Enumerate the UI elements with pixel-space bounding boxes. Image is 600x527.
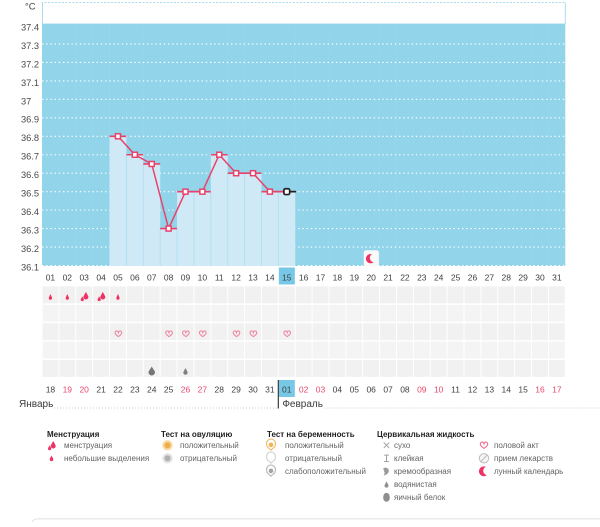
svg-text:26: 26 (468, 273, 478, 283)
svg-text:36.1: 36.1 (21, 262, 39, 272)
svg-text:12: 12 (231, 273, 241, 283)
svg-text:28: 28 (501, 273, 511, 283)
svg-text:03: 03 (79, 273, 89, 283)
svg-text:08: 08 (400, 385, 410, 395)
svg-text:37.2: 37.2 (21, 59, 39, 69)
svg-text:01: 01 (46, 273, 56, 283)
svg-text:36.3: 36.3 (21, 225, 39, 235)
svg-text:16: 16 (299, 273, 309, 283)
svg-text:36.8: 36.8 (21, 133, 39, 143)
svg-text:Менструация: Менструация (47, 430, 100, 439)
svg-text:Февраль: Февраль (282, 399, 323, 410)
svg-text:04: 04 (96, 273, 106, 283)
svg-text:27: 27 (485, 273, 495, 283)
svg-text:06: 06 (366, 385, 376, 395)
svg-text:18: 18 (46, 385, 56, 395)
svg-text:36.6: 36.6 (21, 170, 39, 180)
svg-text:24: 24 (434, 273, 444, 283)
svg-text:07: 07 (383, 385, 393, 395)
svg-text:20: 20 (79, 385, 89, 395)
svg-text:02: 02 (63, 273, 73, 283)
svg-text:37: 37 (21, 96, 31, 106)
svg-text:29: 29 (231, 385, 241, 395)
svg-text:20: 20 (366, 273, 376, 283)
svg-text:10: 10 (198, 273, 208, 283)
svg-text:19: 19 (350, 273, 360, 283)
svg-text:небольшие выделения: небольшие выделения (64, 454, 149, 463)
svg-text:12: 12 (468, 385, 478, 395)
svg-text:15: 15 (282, 273, 292, 283)
svg-text:яичный белок: яичный белок (394, 493, 446, 502)
svg-text:положительный: положительный (285, 441, 344, 450)
svg-text:21: 21 (96, 385, 106, 395)
svg-text:36.4: 36.4 (21, 207, 39, 217)
svg-text:29: 29 (518, 273, 528, 283)
svg-text:Тест на овуляцию: Тест на овуляцию (161, 430, 232, 439)
svg-text:31: 31 (265, 385, 275, 395)
svg-text:положительный: положительный (180, 441, 239, 450)
svg-text:прием лекарств: прием лекарств (494, 454, 553, 463)
svg-text:06: 06 (130, 273, 140, 283)
svg-text:07: 07 (147, 273, 157, 283)
svg-text:24: 24 (147, 385, 157, 395)
svg-text:09: 09 (181, 273, 191, 283)
svg-text:водянистая: водянистая (394, 480, 437, 489)
svg-text:11: 11 (451, 385, 460, 395)
svg-text:13: 13 (248, 273, 258, 283)
svg-text:04: 04 (333, 385, 343, 395)
svg-text:01: 01 (282, 385, 292, 395)
svg-text:36.9: 36.9 (21, 115, 39, 125)
svg-text:36.2: 36.2 (21, 244, 39, 254)
svg-text:18: 18 (333, 273, 343, 283)
svg-text:37.4: 37.4 (21, 22, 39, 32)
svg-text:Тест на беременность: Тест на беременность (267, 430, 355, 439)
svg-text:37.1: 37.1 (21, 78, 39, 88)
svg-text:36.5: 36.5 (21, 189, 39, 199)
svg-text:30: 30 (248, 385, 258, 395)
svg-text:05: 05 (113, 273, 123, 283)
svg-text:37.3: 37.3 (21, 41, 39, 51)
svg-text:13: 13 (485, 385, 495, 395)
svg-text:17: 17 (552, 385, 562, 395)
svg-text:08: 08 (164, 273, 174, 283)
svg-text:27: 27 (198, 385, 208, 395)
svg-text:05: 05 (350, 385, 360, 395)
svg-text:22: 22 (113, 385, 123, 395)
svg-text:Цервикальная жидкость: Цервикальная жидкость (377, 430, 474, 439)
svg-text:23: 23 (417, 273, 427, 283)
svg-text:лунный календарь: лунный календарь (494, 467, 563, 476)
svg-text:отрицательный: отрицательный (285, 454, 342, 463)
svg-text:30: 30 (535, 273, 545, 283)
svg-text:сухо: сухо (394, 441, 411, 450)
svg-text:28: 28 (215, 385, 225, 395)
svg-text:11: 11 (215, 273, 224, 283)
svg-text:19: 19 (63, 385, 73, 395)
svg-text:25: 25 (164, 385, 174, 395)
svg-text:14: 14 (265, 273, 275, 283)
svg-text:03: 03 (316, 385, 326, 395)
svg-text:половой акт: половой акт (494, 441, 539, 450)
svg-text:02: 02 (299, 385, 309, 395)
svg-text:31: 31 (552, 273, 562, 283)
svg-text:10: 10 (434, 385, 444, 395)
svg-text:клейкая: клейкая (394, 454, 424, 463)
svg-text:16: 16 (535, 385, 545, 395)
svg-text:09: 09 (417, 385, 427, 395)
svg-text:°C: °C (25, 2, 36, 13)
svg-text:26: 26 (181, 385, 191, 395)
svg-text:слабоположительный: слабоположительный (285, 467, 366, 476)
svg-text:17: 17 (316, 273, 326, 283)
svg-text:Январь: Январь (19, 399, 53, 410)
svg-text:отрицательный: отрицательный (180, 454, 237, 463)
svg-text:21: 21 (383, 273, 393, 283)
svg-text:23: 23 (130, 385, 140, 395)
svg-text:22: 22 (400, 273, 410, 283)
svg-text:менструация: менструация (64, 441, 112, 450)
svg-text:15: 15 (518, 385, 528, 395)
svg-text:кремообразная: кремообразная (394, 467, 451, 476)
svg-text:14: 14 (501, 385, 511, 395)
svg-text:25: 25 (451, 273, 461, 283)
svg-text:36.7: 36.7 (21, 152, 39, 162)
